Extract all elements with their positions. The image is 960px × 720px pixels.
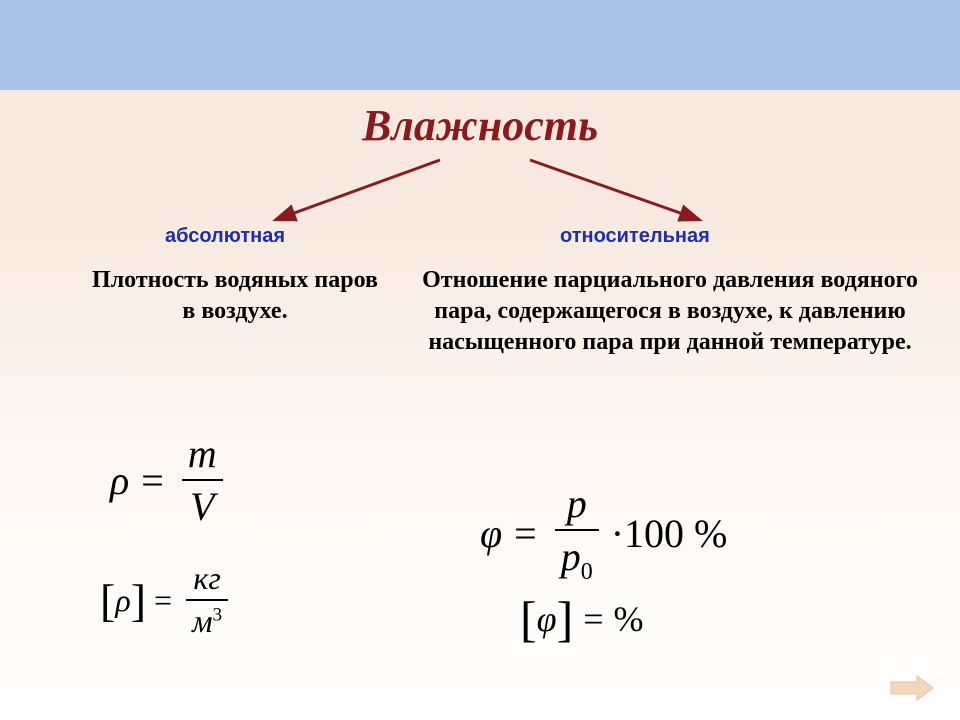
top-bar (0, 0, 960, 90)
definition-relative: Отношение парциального давления водяного… (420, 265, 920, 359)
fraction-mv: m V (182, 430, 223, 530)
numerator-kg: кг (186, 560, 228, 599)
rho-symbol: ρ (110, 457, 129, 504)
formula-rho-units: [ ρ ] = кг м3 (100, 560, 234, 640)
definition-absolute: Плотность водяных паров в воздухе. (90, 265, 380, 327)
bracket-close-2: ] (557, 590, 574, 648)
numerator-p: p (555, 480, 599, 529)
equals-3: = (514, 510, 537, 557)
equals-4: = (583, 598, 603, 640)
tail-100pct: ·100 % (611, 510, 728, 557)
denominator-v: V (182, 479, 223, 530)
phi-symbol-2: φ (537, 598, 557, 640)
subhead-absolute: абсолютная (165, 225, 285, 248)
bracket-open-1: [ (100, 574, 115, 627)
formula-rho: ρ = m V (110, 430, 229, 530)
bracket-open-2: [ (520, 590, 537, 648)
den-base-m: м (192, 603, 212, 639)
formula-phi-units: [ φ ] = % (520, 590, 644, 648)
bracket-close-1: ] (131, 574, 146, 627)
denominator-p0: p0 (555, 529, 599, 586)
arrow-right (530, 160, 700, 220)
fraction-p-p0: p p0 (555, 480, 599, 586)
next-slide-button[interactable] (889, 674, 935, 702)
numerator-m: m (182, 430, 223, 479)
denominator-m3: м3 (186, 599, 228, 640)
slide-canvas: Влажность абсолютная относительная Плотн… (0, 0, 960, 720)
fraction-kg-m3: кг м3 (186, 560, 228, 640)
formula-phi: φ = p p0 ·100 % (480, 480, 727, 586)
den-exp-3: 3 (212, 604, 222, 625)
phi-symbol: φ (480, 510, 502, 557)
branch-arrows (0, 155, 960, 245)
subhead-relative: относительная (560, 225, 710, 248)
den-base-p: p (561, 534, 581, 579)
rho-symbol-2: ρ (115, 582, 130, 619)
percent-sign: % (614, 598, 644, 640)
arrow-left (275, 160, 440, 220)
slide-title: Влажность (0, 100, 960, 151)
den-sub-0: 0 (581, 559, 593, 585)
equals-1: = (141, 457, 164, 504)
equals-2: = (154, 582, 172, 619)
